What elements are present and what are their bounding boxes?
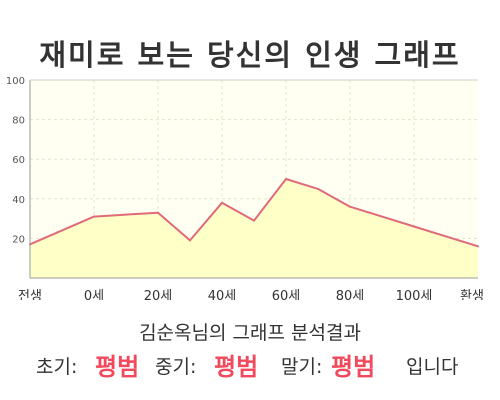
- life-graph-chart: 20 40 60 80 100 전생 0세 20세 40세 60세 80세 100세 환생: [6, 76, 484, 300]
- life-data-point: [477, 245, 479, 248]
- life-data-point: [93, 215, 95, 218]
- x-tick-label: 40세: [208, 289, 237, 300]
- life-data-point: [445, 235, 447, 238]
- x-tick-label: 100세: [396, 289, 433, 300]
- x-tick-label: 0세: [84, 289, 104, 300]
- late-value: 평범: [331, 353, 376, 381]
- life-data-point: [125, 213, 127, 216]
- y-tick-label: 40: [12, 195, 25, 206]
- middle-label: 중기:: [155, 356, 197, 378]
- x-tick-label: 80세: [336, 289, 365, 300]
- life-data-point: [189, 239, 191, 242]
- x-tick-label: 60세: [272, 289, 301, 300]
- life-data-point: [381, 215, 383, 218]
- early-value: 평범: [95, 353, 140, 381]
- late-label: 말기:: [281, 356, 323, 378]
- y-tick-label: 100: [6, 76, 25, 87]
- analysis-summary: 김순옥님의 그래프 분석결과: [139, 322, 361, 344]
- analysis-result: 초기: 평범 중기: 평범 말기: 평범 입니다: [0, 346, 500, 381]
- life-data-point: [157, 211, 159, 214]
- x-tick-label: 환생: [460, 289, 484, 300]
- life-data-point: [349, 205, 351, 208]
- life-data-point: [221, 201, 223, 204]
- y-tick-label: 20: [12, 234, 25, 245]
- early-label: 초기:: [36, 356, 78, 378]
- middle-value: 평범: [214, 353, 259, 381]
- life-data-point: [285, 178, 287, 180]
- y-tick-label: 80: [12, 116, 25, 127]
- x-tick-label: 전생: [18, 289, 42, 300]
- life-area-fill: [30, 179, 478, 278]
- life-line-series: [29, 178, 479, 248]
- x-tick-label: 20세: [144, 289, 173, 300]
- y-tick-label: 60: [12, 155, 25, 166]
- result-suffix: 입니다: [406, 356, 459, 378]
- life-data-point: [413, 225, 415, 228]
- life-data-point: [317, 187, 319, 190]
- page-title: 재미로 보는 당신의 인생 그래프: [39, 38, 461, 72]
- life-data-point: [253, 219, 255, 222]
